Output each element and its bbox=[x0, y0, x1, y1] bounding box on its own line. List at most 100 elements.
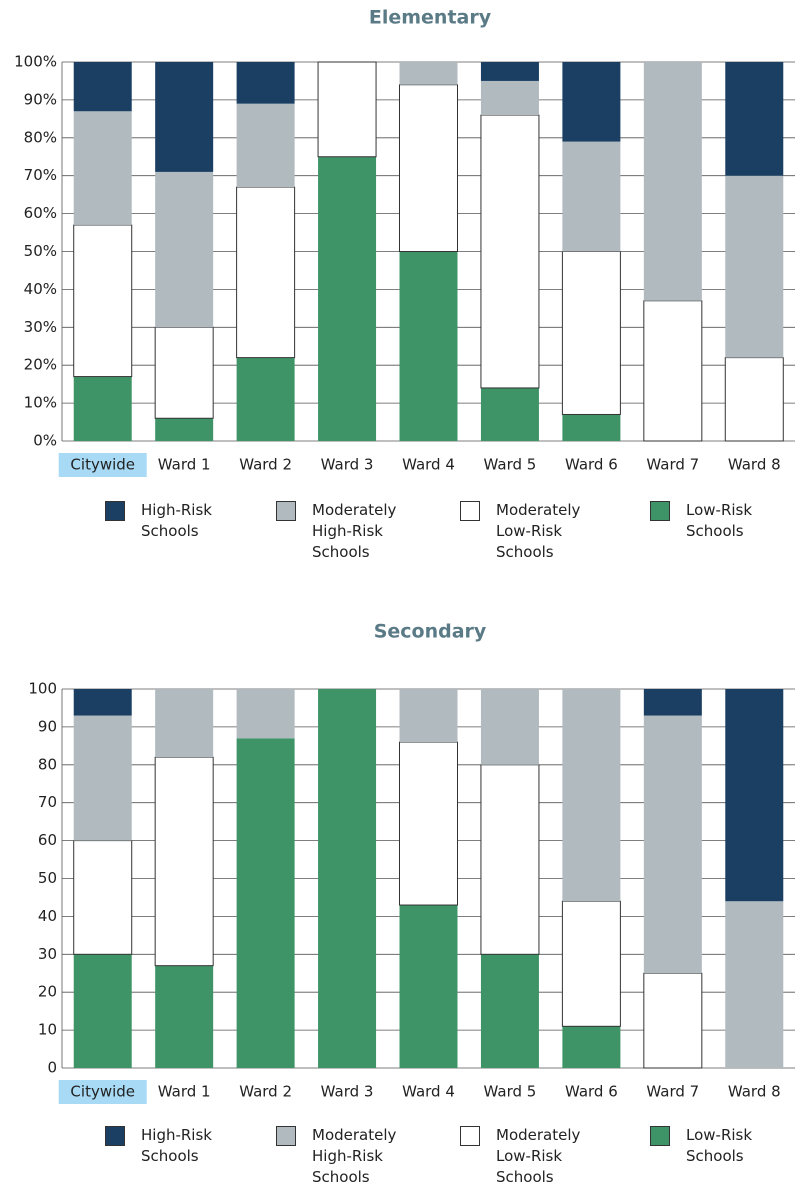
legend-item: Low-Risk Schools bbox=[650, 1125, 798, 1167]
y-tick-label: 40% bbox=[24, 280, 57, 298]
bar-segment bbox=[236, 738, 295, 1068]
bar-segment bbox=[643, 300, 703, 442]
legend-swatch bbox=[105, 501, 125, 521]
bar-segment bbox=[643, 62, 702, 301]
bar-segment bbox=[155, 965, 214, 1068]
legend-swatch bbox=[460, 501, 480, 521]
y-tick-label: 70 bbox=[38, 793, 57, 811]
legend-label: Low-Risk Schools bbox=[686, 1126, 753, 1165]
legend-item: Low-Risk Schools bbox=[650, 500, 798, 542]
bar-segment bbox=[236, 62, 295, 104]
bar-segment bbox=[643, 715, 702, 974]
x-tick-label: Ward 1 bbox=[158, 1083, 211, 1101]
y-tick-label: 90% bbox=[24, 90, 57, 108]
legend-label: Moderately High-Risk Schools bbox=[312, 1126, 397, 1186]
bar-segment bbox=[154, 326, 214, 419]
bar-segment bbox=[725, 689, 784, 902]
bar-segment bbox=[480, 62, 539, 81]
x-tick-label: Ward 3 bbox=[321, 1083, 374, 1101]
x-tick-label: Citywide bbox=[70, 456, 135, 474]
y-tick-label: 10% bbox=[24, 394, 57, 412]
legend-swatch bbox=[460, 1126, 480, 1146]
bar-segment bbox=[399, 741, 458, 906]
y-tick-label: 0 bbox=[47, 1059, 57, 1077]
x-tick-label: Ward 3 bbox=[321, 456, 374, 474]
bar-segment bbox=[236, 357, 295, 441]
bar-segment bbox=[73, 111, 132, 225]
x-tick-label: Ward 8 bbox=[728, 456, 781, 474]
bar-segment bbox=[73, 715, 132, 841]
bar-segment bbox=[155, 62, 214, 172]
legend-swatch bbox=[650, 501, 670, 521]
bar-segment bbox=[236, 103, 295, 188]
x-tick-label: Ward 4 bbox=[402, 1083, 455, 1101]
y-tick-label: 80 bbox=[38, 755, 57, 773]
x-tick-label: Ward 5 bbox=[484, 456, 537, 474]
category-highlight bbox=[58, 453, 147, 477]
y-tick-label: 100% bbox=[14, 53, 57, 71]
x-tick-label: Ward 7 bbox=[646, 1083, 699, 1101]
legend-label: High-Risk Schools bbox=[141, 501, 212, 540]
category-highlight bbox=[58, 1080, 147, 1104]
x-tick-label: Ward 6 bbox=[565, 1083, 618, 1101]
y-tick-label: 60 bbox=[38, 831, 57, 849]
bar-segment bbox=[724, 357, 784, 442]
legend: High-Risk Schools Moderately High-Risk Sc… bbox=[0, 1125, 798, 1204]
bar-segment bbox=[561, 900, 621, 1027]
bar-segment bbox=[73, 954, 132, 1068]
bar-segment bbox=[318, 689, 377, 1068]
y-tick-label: 10 bbox=[38, 1021, 57, 1039]
y-tick-label: 0% bbox=[33, 432, 57, 450]
bar-segment bbox=[236, 689, 295, 739]
bar-segment bbox=[73, 689, 132, 716]
bar-segment bbox=[154, 756, 214, 967]
y-tick-label: 70% bbox=[24, 166, 57, 184]
x-tick-label: Ward 7 bbox=[646, 456, 699, 474]
x-tick-label: Ward 1 bbox=[158, 456, 211, 474]
y-tick-label: 90 bbox=[38, 717, 57, 735]
bar-segment bbox=[562, 62, 621, 142]
legend-swatch bbox=[650, 1126, 670, 1146]
x-tick-label: Ward 4 bbox=[402, 456, 455, 474]
bar-segment bbox=[643, 972, 703, 1069]
bar-segment bbox=[725, 901, 784, 1068]
legend-item: Moderately High-Risk Schools bbox=[276, 500, 432, 563]
bar-segment bbox=[562, 689, 621, 902]
y-tick-label: 30% bbox=[24, 318, 57, 336]
bar-segment bbox=[318, 156, 377, 441]
x-tick-label: Ward 5 bbox=[484, 1083, 537, 1101]
legend-swatch bbox=[276, 1126, 296, 1146]
legend-label: Low-Risk Schools bbox=[686, 501, 753, 540]
bar-segment bbox=[480, 114, 540, 389]
y-tick-label: 40 bbox=[38, 907, 57, 925]
bar-segment bbox=[399, 689, 458, 743]
legend-swatch bbox=[105, 1126, 125, 1146]
y-tick-label: 30 bbox=[38, 945, 57, 963]
bar-segment bbox=[399, 905, 458, 1068]
bar-segment bbox=[562, 141, 621, 252]
bar-segment bbox=[399, 251, 458, 441]
bar-segment bbox=[725, 175, 784, 358]
bar-segment bbox=[73, 376, 132, 441]
bar-segment bbox=[155, 418, 214, 441]
bar-segment bbox=[236, 186, 296, 359]
bar-segment bbox=[73, 224, 133, 378]
x-tick-label: Ward 8 bbox=[728, 1083, 781, 1101]
y-tick-label: 20% bbox=[24, 356, 57, 374]
y-tick-label: 80% bbox=[24, 128, 57, 146]
x-tick-label: Ward 2 bbox=[239, 456, 292, 474]
y-tick-label: 50 bbox=[38, 869, 57, 887]
bar-segment bbox=[155, 689, 214, 758]
y-tick-label: 60% bbox=[24, 204, 57, 222]
bar-segment bbox=[725, 62, 784, 176]
bar-segment bbox=[643, 689, 702, 716]
legend-label: Moderately High-Risk Schools bbox=[312, 501, 397, 561]
x-tick-label: Ward 2 bbox=[239, 1083, 292, 1101]
y-tick-label: 100 bbox=[28, 680, 57, 698]
legend-label: Moderately Low-Risk Schools bbox=[496, 501, 581, 561]
bar-segment bbox=[480, 80, 539, 116]
bar-segment bbox=[480, 387, 539, 441]
bar-segment bbox=[480, 764, 540, 955]
